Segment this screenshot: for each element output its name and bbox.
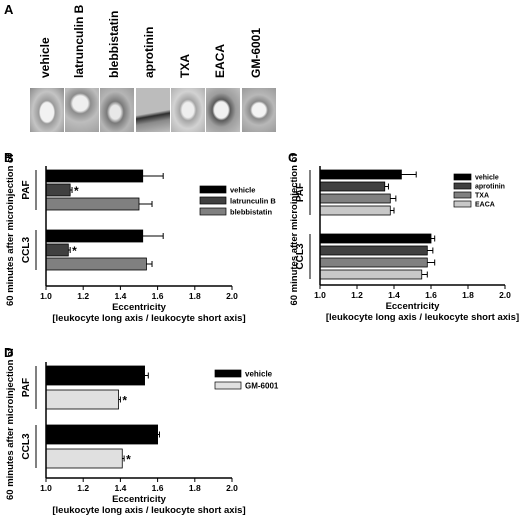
c-legend-label-1: aprotinin: [475, 184, 505, 191]
c-bar-paf-0: [319, 169, 402, 180]
d-group-label-paf: PAF: [21, 378, 32, 397]
panel-c-letter: C: [288, 150, 298, 165]
d-significance-paf-1: *: [122, 394, 127, 408]
c-bar-ccl3-0: [319, 233, 432, 244]
c-x-tick-label-3: 1.6: [425, 290, 437, 300]
b-bar-paf-1: [45, 183, 71, 197]
b-bar-ccl3-1: [45, 243, 69, 257]
c-x-tick-label-4: 1.8: [462, 290, 474, 300]
b-x-tick-label-5: 2.0: [226, 291, 238, 301]
c-legend-swatch-1: [453, 182, 472, 190]
c-bar-paf-1: [319, 181, 386, 192]
panel-d-letter: D: [4, 345, 14, 360]
c-y-axis-title: 60 minutes after microinjection of: [289, 153, 300, 306]
b-group-label-paf: PAF: [21, 180, 32, 199]
micrograph-gm-6001: [242, 88, 276, 132]
d-bar-ccl3-0: [45, 424, 158, 445]
b-x-axis-subtitle: [leukocyte long axis / leukocyte short a…: [52, 313, 245, 324]
b-x-tick-label-2: 1.4: [114, 291, 126, 301]
b-legend-swatch-0: [199, 185, 227, 194]
c-x-tick-label-2: 1.4: [388, 290, 400, 300]
b-x-tick-label-0: 1.0: [40, 291, 52, 301]
d-legend-swatch-1: [214, 381, 242, 390]
d-significance-ccl3-1: *: [126, 453, 131, 467]
c-legend-swatch-2: [453, 191, 472, 199]
c-legend-label-3: EACA: [475, 202, 495, 209]
c-bar-ccl3-2: [319, 257, 428, 268]
d-legend-label-0: vehicle: [245, 370, 273, 379]
b-bar-ccl3-2: [45, 257, 147, 271]
c-bar-ccl3-1: [319, 245, 428, 256]
d-group-label-ccl3: CCL3: [21, 433, 32, 460]
c-x-tick-label-5: 2.0: [499, 290, 511, 300]
b-significance-paf-1: *: [74, 184, 79, 198]
c-legend-label-0: vehicle: [475, 175, 499, 182]
micrograph-aprotinin: [136, 88, 170, 132]
d-y-axis-title: 60 minutes after microinjection of: [5, 347, 16, 500]
b-legend-swatch-1: [199, 196, 227, 205]
b-x-axis-title: Eccentricity: [112, 302, 167, 313]
c-bar-ccl3-3: [319, 269, 423, 280]
d-x-tick-label-2: 1.4: [114, 483, 126, 493]
b-y-axis-title: 60 minutes after microinjection of: [5, 153, 16, 306]
micrograph-blebbistatin: [100, 88, 134, 132]
c-bar-paf-2: [319, 193, 391, 204]
d-x-axis-title: Eccentricity: [112, 494, 167, 505]
c-x-axis-title: Eccentricity: [386, 301, 441, 312]
c-legend-swatch-0: [453, 173, 472, 181]
d-bar-ccl3-1: [45, 448, 123, 469]
d-x-axis-subtitle: [leukocyte long axis / leukocyte short a…: [52, 505, 245, 516]
micrograph-eaca: [206, 88, 240, 132]
d-bar-paf-1: [45, 389, 119, 410]
b-x-tick-label-3: 1.6: [152, 291, 164, 301]
micrograph-vehicle: [30, 88, 64, 132]
c-x-axis-subtitle: [leukocyte long axis / leukocyte short a…: [326, 312, 519, 323]
c-bar-paf-3: [319, 205, 391, 216]
panel-a-letter: A: [4, 2, 14, 17]
d-x-tick-label-1: 1.2: [77, 483, 89, 493]
b-significance-ccl3-1: *: [72, 244, 77, 258]
b-legend-label-2: blebbistatin: [230, 208, 273, 217]
d-x-tick-label-0: 1.0: [40, 483, 52, 493]
d-bar-paf-0: [45, 365, 145, 386]
d-x-tick-label-3: 1.6: [152, 483, 164, 493]
d-x-tick-label-4: 1.8: [189, 483, 201, 493]
micrograph-txa: [171, 88, 205, 132]
c-legend-swatch-3: [453, 200, 472, 208]
b-legend-label-1: latrunculin B: [230, 197, 276, 206]
b-bar-paf-2: [45, 197, 140, 211]
b-x-tick-label-1: 1.2: [77, 291, 89, 301]
b-bar-ccl3-0: [45, 229, 144, 243]
c-x-tick-label-0: 1.0: [314, 290, 326, 300]
d-legend-label-1: GM-6001: [245, 382, 279, 391]
c-group-label-ccl3: CCL3: [295, 243, 306, 270]
b-legend-swatch-2: [199, 207, 227, 216]
d-legend-swatch-0: [214, 369, 242, 378]
micrograph-latrunculin-b: [65, 88, 99, 132]
c-group-label-paf: PAF: [295, 183, 306, 202]
b-x-tick-label-4: 1.8: [189, 291, 201, 301]
panel-b-letter: B: [4, 150, 14, 165]
b-group-label-ccl3: CCL3: [21, 237, 32, 264]
c-x-tick-label-1: 1.2: [351, 290, 363, 300]
b-legend-label-0: vehicle: [230, 186, 255, 195]
b-bar-paf-0: [45, 169, 144, 183]
d-x-tick-label-5: 2.0: [226, 483, 238, 493]
c-legend-label-2: TXA: [475, 193, 489, 200]
